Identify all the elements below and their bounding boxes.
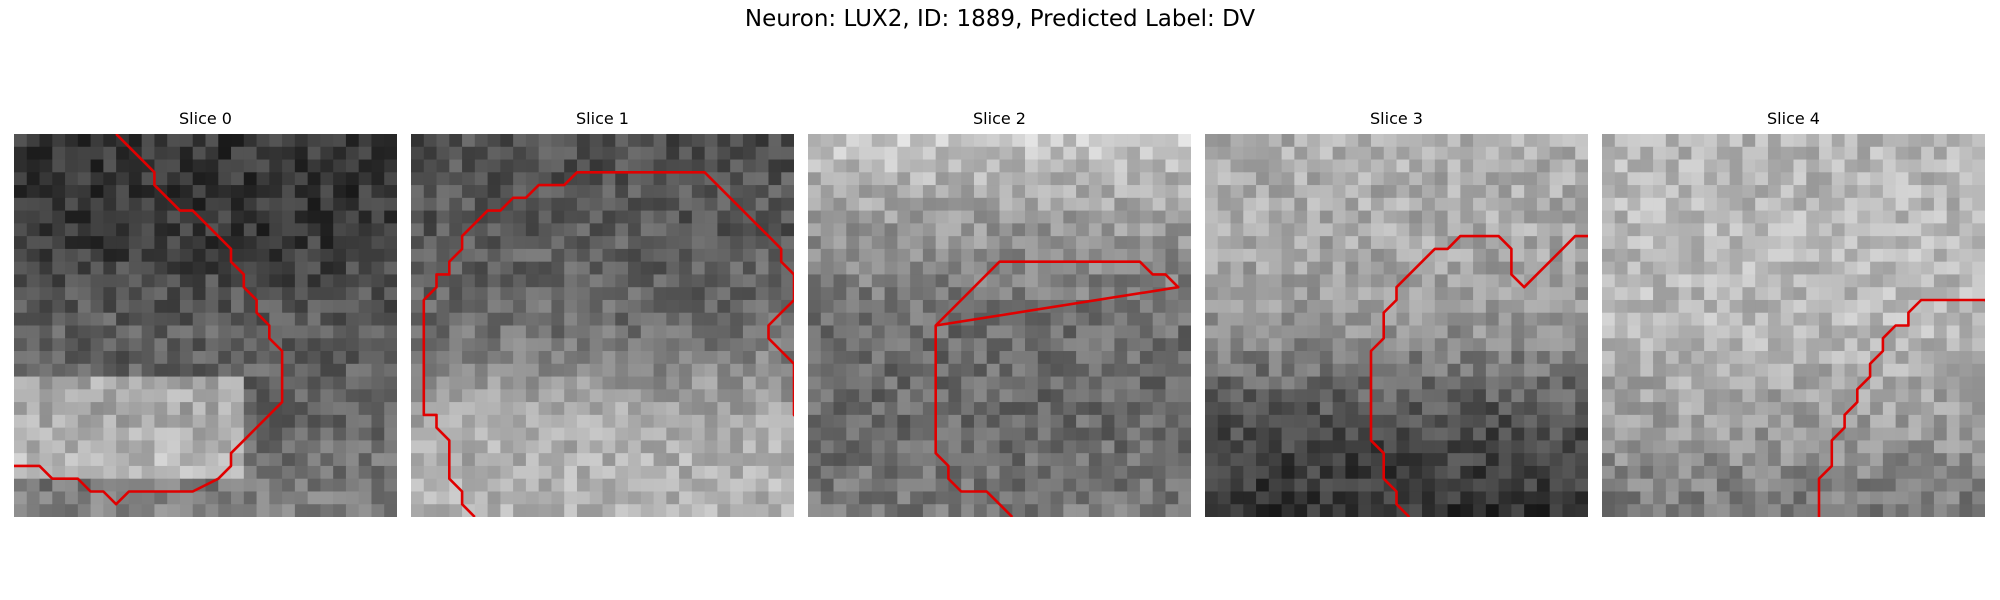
figure-title: Neuron: LUX2, ID: 1889, Predicted Label:… bbox=[744, 6, 1256, 32]
contour-line bbox=[1369, 234, 1588, 517]
contour-line bbox=[14, 134, 284, 506]
pixel-grid bbox=[1602, 134, 1985, 517]
panel-slice-1: Slice 1 bbox=[411, 0, 794, 600]
slice-title: Slice 2 bbox=[973, 109, 1026, 128]
pixel-grid bbox=[14, 134, 397, 517]
panel-slice-4: Slice 4 bbox=[1602, 0, 1985, 600]
pixel-grid bbox=[1205, 134, 1588, 517]
slice-image bbox=[1205, 134, 1588, 517]
slice-title: Slice 3 bbox=[1370, 109, 1423, 128]
panel-slice-3: Slice 3 bbox=[1205, 0, 1588, 600]
slice-image bbox=[411, 134, 794, 517]
contour-line bbox=[1817, 298, 1985, 517]
contour-line bbox=[422, 170, 794, 517]
panel-slice-2: Slice 2 bbox=[808, 0, 1191, 600]
panel-slice-0: Slice 0 bbox=[14, 0, 397, 600]
pixel-grid bbox=[411, 134, 794, 517]
pixel-grid bbox=[808, 134, 1191, 517]
contour-line bbox=[934, 260, 1180, 517]
slice-title: Slice 0 bbox=[179, 109, 232, 128]
slice-image bbox=[808, 134, 1191, 517]
slice-image bbox=[14, 134, 397, 517]
slice-title: Slice 4 bbox=[1767, 109, 1820, 128]
slice-title: Slice 1 bbox=[576, 109, 629, 128]
slice-image bbox=[1602, 134, 1985, 517]
